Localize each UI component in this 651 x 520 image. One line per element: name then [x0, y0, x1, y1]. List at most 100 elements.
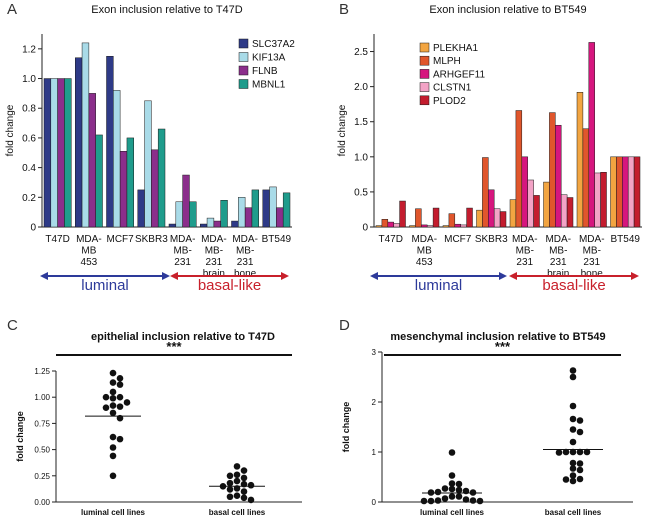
y-axis-label: fold change: [337, 104, 348, 156]
basal-like-group-label: basal-like: [198, 277, 261, 294]
data-point: [569, 402, 577, 410]
y-axis-label: fold change: [341, 402, 351, 453]
data-point: [233, 463, 241, 470]
x-category-label: MB: [417, 246, 432, 257]
x-category-label: MB-: [236, 246, 254, 257]
y-tick-label: 1: [372, 448, 377, 457]
bar-mbnl1-bt549: [282, 192, 291, 228]
x-category-label: BT549: [611, 234, 641, 245]
data-point: [109, 409, 117, 417]
bar-plod2-mcf7: [466, 207, 473, 228]
bar-plekha1-mda-mb-231brain: [543, 181, 550, 228]
x-category-label: 231: [550, 257, 567, 268]
data-point: [569, 367, 577, 374]
legend-swatch: [419, 95, 430, 106]
x-category-label: 453: [81, 257, 98, 268]
bar-flnb-mda-mb453: [88, 93, 96, 228]
panel-letter-c: C: [7, 317, 18, 334]
bar-plod2-skbr3: [499, 211, 507, 228]
x-category-label: MB-: [173, 246, 191, 257]
x-category-label: luminal cell lines: [81, 508, 146, 517]
data-point: [434, 497, 442, 504]
panel-letter-b: B: [339, 1, 349, 18]
legend-swatch: [419, 82, 430, 92]
bar-kif13a-mda-mb-231: [175, 201, 183, 228]
bar-flnb-t47d: [57, 78, 65, 228]
bar-mbnl1-mcf7: [126, 137, 134, 228]
data-point: [226, 472, 234, 480]
y-axis-label: fold change: [5, 104, 16, 156]
bar-slc37a2-bt549: [262, 189, 270, 228]
data-point: [576, 428, 584, 436]
data-point: [240, 494, 248, 502]
bar-mlph-mda-mb-231brain: [549, 112, 556, 228]
bar-clstn1-t47d: [393, 223, 400, 228]
x-category-label: MDA-: [170, 234, 196, 245]
data-point: [109, 452, 117, 460]
luminal-group-label: luminal: [415, 277, 463, 294]
bar-flnb-bt549: [276, 207, 284, 228]
x-category-label: 453: [416, 257, 433, 268]
y-tick-label: 1.0: [354, 152, 368, 163]
data-point: [109, 433, 117, 441]
data-point: [441, 485, 449, 492]
data-point: [576, 466, 584, 474]
data-point: [569, 415, 577, 423]
data-point: [109, 402, 117, 409]
bar-plekha1-mda-mb453: [409, 225, 416, 228]
x-category-label: basal cell lines: [545, 508, 602, 517]
x-category-label: MB-: [516, 246, 534, 257]
data-point: [455, 486, 463, 494]
data-point: [102, 404, 110, 411]
x-category-label: MCF7: [444, 234, 472, 245]
data-point: [109, 388, 117, 396]
bar-plod2-mda-mb-231: [533, 195, 540, 228]
y-tick-label: 0.8: [22, 104, 36, 115]
bar-slc37a2-mda-mb-231: [168, 223, 177, 228]
data-point: [569, 459, 577, 467]
x-category-label: MB: [81, 246, 96, 257]
x-category-label: 231: [237, 257, 254, 268]
bar-plekha1-bt549: [610, 156, 617, 228]
x-category-label: 231: [206, 257, 223, 268]
data-point: [569, 426, 577, 433]
data-point: [455, 480, 463, 488]
x-category-label: 231: [174, 257, 191, 268]
y-tick-label: 0: [30, 223, 36, 234]
significance-stars: ***: [495, 339, 511, 354]
x-category-label: MDA-: [76, 234, 102, 245]
x-category-label: MDA-: [545, 234, 571, 245]
data-point: [116, 393, 124, 401]
data-point: [240, 474, 248, 482]
bar-mlph-bt549: [616, 156, 623, 228]
x-category-label: MB-: [583, 246, 601, 257]
x-category-label: MDA-: [512, 234, 538, 245]
data-point: [576, 460, 584, 467]
y-tick-label: 0.00: [34, 498, 50, 507]
y-tick-label: 0.6: [22, 133, 36, 144]
bar-kif13a-mda-mb-231bone: [238, 197, 246, 228]
bar-clstn1-mda-mb-231: [527, 179, 534, 228]
x-category-label: 231: [583, 257, 600, 268]
legend-label: CLSTN1: [433, 83, 472, 94]
bar-mbnl1-mda-mb-231: [189, 201, 197, 228]
legend-swatch: [419, 55, 430, 66]
legend-label: MBNL1: [252, 80, 286, 91]
bar-clstn1-mda-mb453: [426, 225, 434, 228]
bar-arhgef11-bt549: [622, 156, 629, 228]
bar-plod2-t47d: [399, 200, 406, 228]
x-category-label: T47D: [379, 234, 403, 245]
data-point: [116, 381, 124, 388]
x-category-label: MB-: [549, 246, 567, 257]
legend-label: SLC37A2: [252, 39, 295, 50]
legend-label: KIF13A: [252, 53, 286, 64]
bar-flnb-mcf7: [119, 151, 128, 228]
data-point: [247, 496, 255, 504]
x-category-label: SKBR3: [475, 234, 508, 245]
legend-label: PLEKHA1: [433, 43, 478, 54]
data-point: [109, 444, 117, 451]
data-point: [448, 472, 456, 479]
x-category-label: MCF7: [107, 234, 135, 245]
significance-stars: ***: [166, 339, 182, 354]
chart-title: Exon inclusion relative to T47D: [91, 4, 242, 16]
